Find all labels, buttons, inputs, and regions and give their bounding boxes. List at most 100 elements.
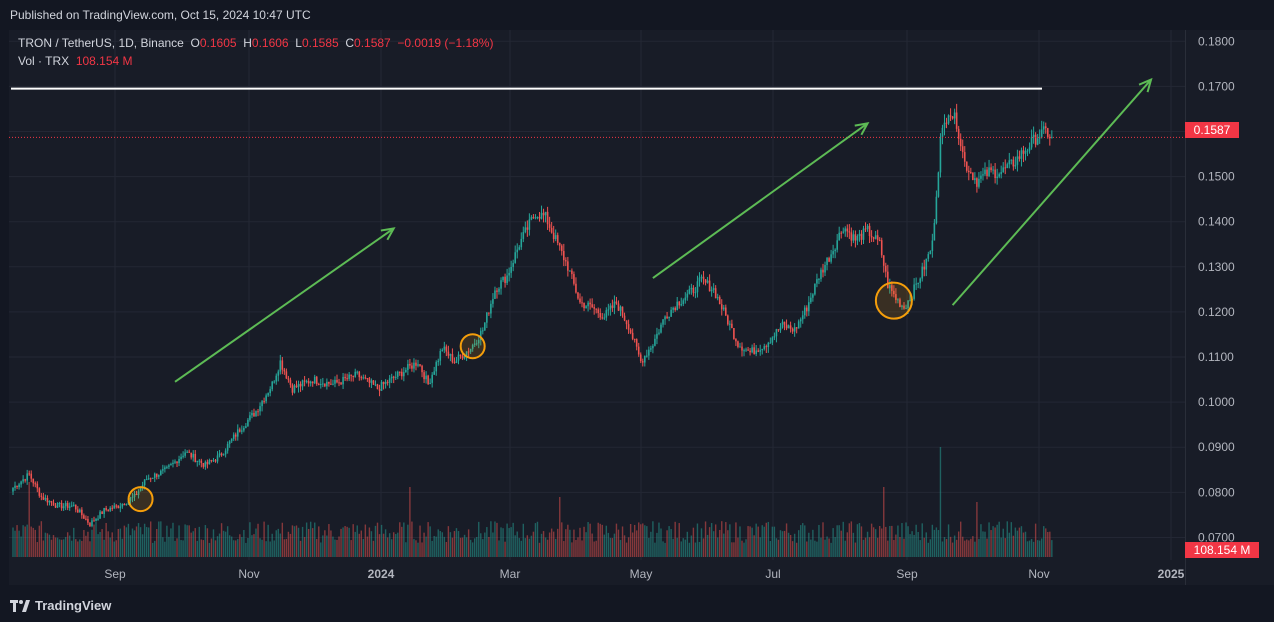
candle-body (917, 282, 919, 284)
candle-body (957, 128, 960, 139)
volume-bar (613, 533, 616, 557)
volume-bar (439, 531, 441, 557)
volume-bar (431, 540, 433, 557)
candle-body (765, 346, 768, 348)
candle-body (668, 316, 670, 319)
candle-body (710, 289, 713, 292)
candle-body (492, 298, 494, 304)
volume-bar (399, 522, 401, 557)
volume-bar (275, 530, 277, 557)
trend-arrow (652, 122, 869, 279)
time-tick-label: 2025 (1158, 567, 1185, 581)
candle-body (293, 385, 296, 393)
candle-body (733, 328, 735, 340)
volume-bar (862, 539, 865, 557)
candle-body (921, 266, 924, 279)
candle-body (198, 460, 201, 462)
candle-body (249, 415, 251, 420)
volume-bar (698, 541, 701, 557)
candle-body (781, 321, 784, 328)
volume-bar (538, 542, 541, 557)
candle-body (271, 381, 273, 390)
open-label: O (190, 36, 200, 50)
candle-body (415, 362, 417, 366)
candle-body (360, 377, 363, 379)
volume-bar (326, 535, 328, 557)
volume-bar (251, 535, 253, 557)
volume-bar (688, 542, 691, 557)
candle-body (149, 478, 152, 480)
candle-body (607, 309, 610, 311)
candle-body (32, 478, 35, 484)
volume-bar (188, 525, 190, 557)
candle-body (269, 389, 271, 394)
symbol-name[interactable]: TRON / TetherUS, 1D, Binance (18, 36, 184, 50)
candle-body (50, 500, 53, 503)
volume-bar (46, 533, 49, 557)
volume-bar (1032, 541, 1035, 557)
candle-body (639, 354, 642, 362)
volume-bar (237, 539, 239, 557)
candle-body (291, 384, 294, 393)
candle-body (965, 161, 968, 171)
volume-bar (463, 534, 466, 557)
volume-bar (255, 528, 257, 557)
candle-body (419, 364, 421, 366)
candle-body (818, 278, 820, 280)
candle-body (731, 323, 733, 329)
volume-bar (206, 528, 209, 557)
candle-body (694, 292, 697, 294)
volume-bar (393, 532, 395, 557)
candle-body (153, 473, 156, 478)
candle-body (103, 508, 105, 514)
candle-body (919, 278, 921, 283)
volume-bar (330, 530, 332, 557)
volume-bar (109, 537, 111, 557)
candle-body (644, 355, 646, 363)
volume-bar (1049, 531, 1051, 557)
volume-bar (48, 534, 51, 557)
candle-body (935, 196, 938, 223)
candle-body (64, 503, 67, 507)
volume-bar (984, 531, 986, 557)
candle-body (326, 381, 328, 387)
volume-bar (550, 528, 553, 557)
volume-bar (874, 529, 877, 557)
volume-bar (644, 525, 646, 557)
candle-body (878, 239, 881, 241)
candle-body (214, 460, 217, 462)
volume-bar (777, 539, 780, 557)
volume-bar (200, 539, 203, 557)
volume-bar (316, 538, 318, 557)
candle-body (208, 460, 211, 465)
volume-bar (413, 539, 415, 557)
candle-body (729, 323, 731, 325)
candle-body (797, 321, 800, 329)
candle-body (172, 462, 174, 465)
volume-bar (498, 540, 500, 557)
footer-brand[interactable]: TradingView (10, 598, 111, 613)
volume-bar (279, 533, 281, 557)
volume-bar (842, 521, 844, 557)
candle-body (358, 371, 361, 378)
volume-bar (382, 533, 385, 557)
candle-body (125, 504, 128, 506)
candle-body (589, 302, 591, 305)
volume-bar (137, 523, 140, 557)
price-tick-label: 0.1800 (1198, 34, 1235, 48)
volume-bar (54, 537, 57, 557)
candle-body (652, 345, 654, 349)
candle-body (285, 371, 288, 379)
volume-bar (536, 521, 539, 557)
candle-body (862, 228, 865, 240)
candle-body (91, 520, 93, 526)
volume-bar (103, 539, 105, 557)
volume-bar (397, 532, 399, 557)
price-tick-label: 0.1200 (1198, 305, 1235, 319)
candle-body (1012, 159, 1015, 167)
volume-bar (388, 533, 391, 557)
candle-body (769, 342, 772, 344)
volume-bar (895, 534, 897, 557)
time-tick-label: Nov (238, 567, 259, 581)
